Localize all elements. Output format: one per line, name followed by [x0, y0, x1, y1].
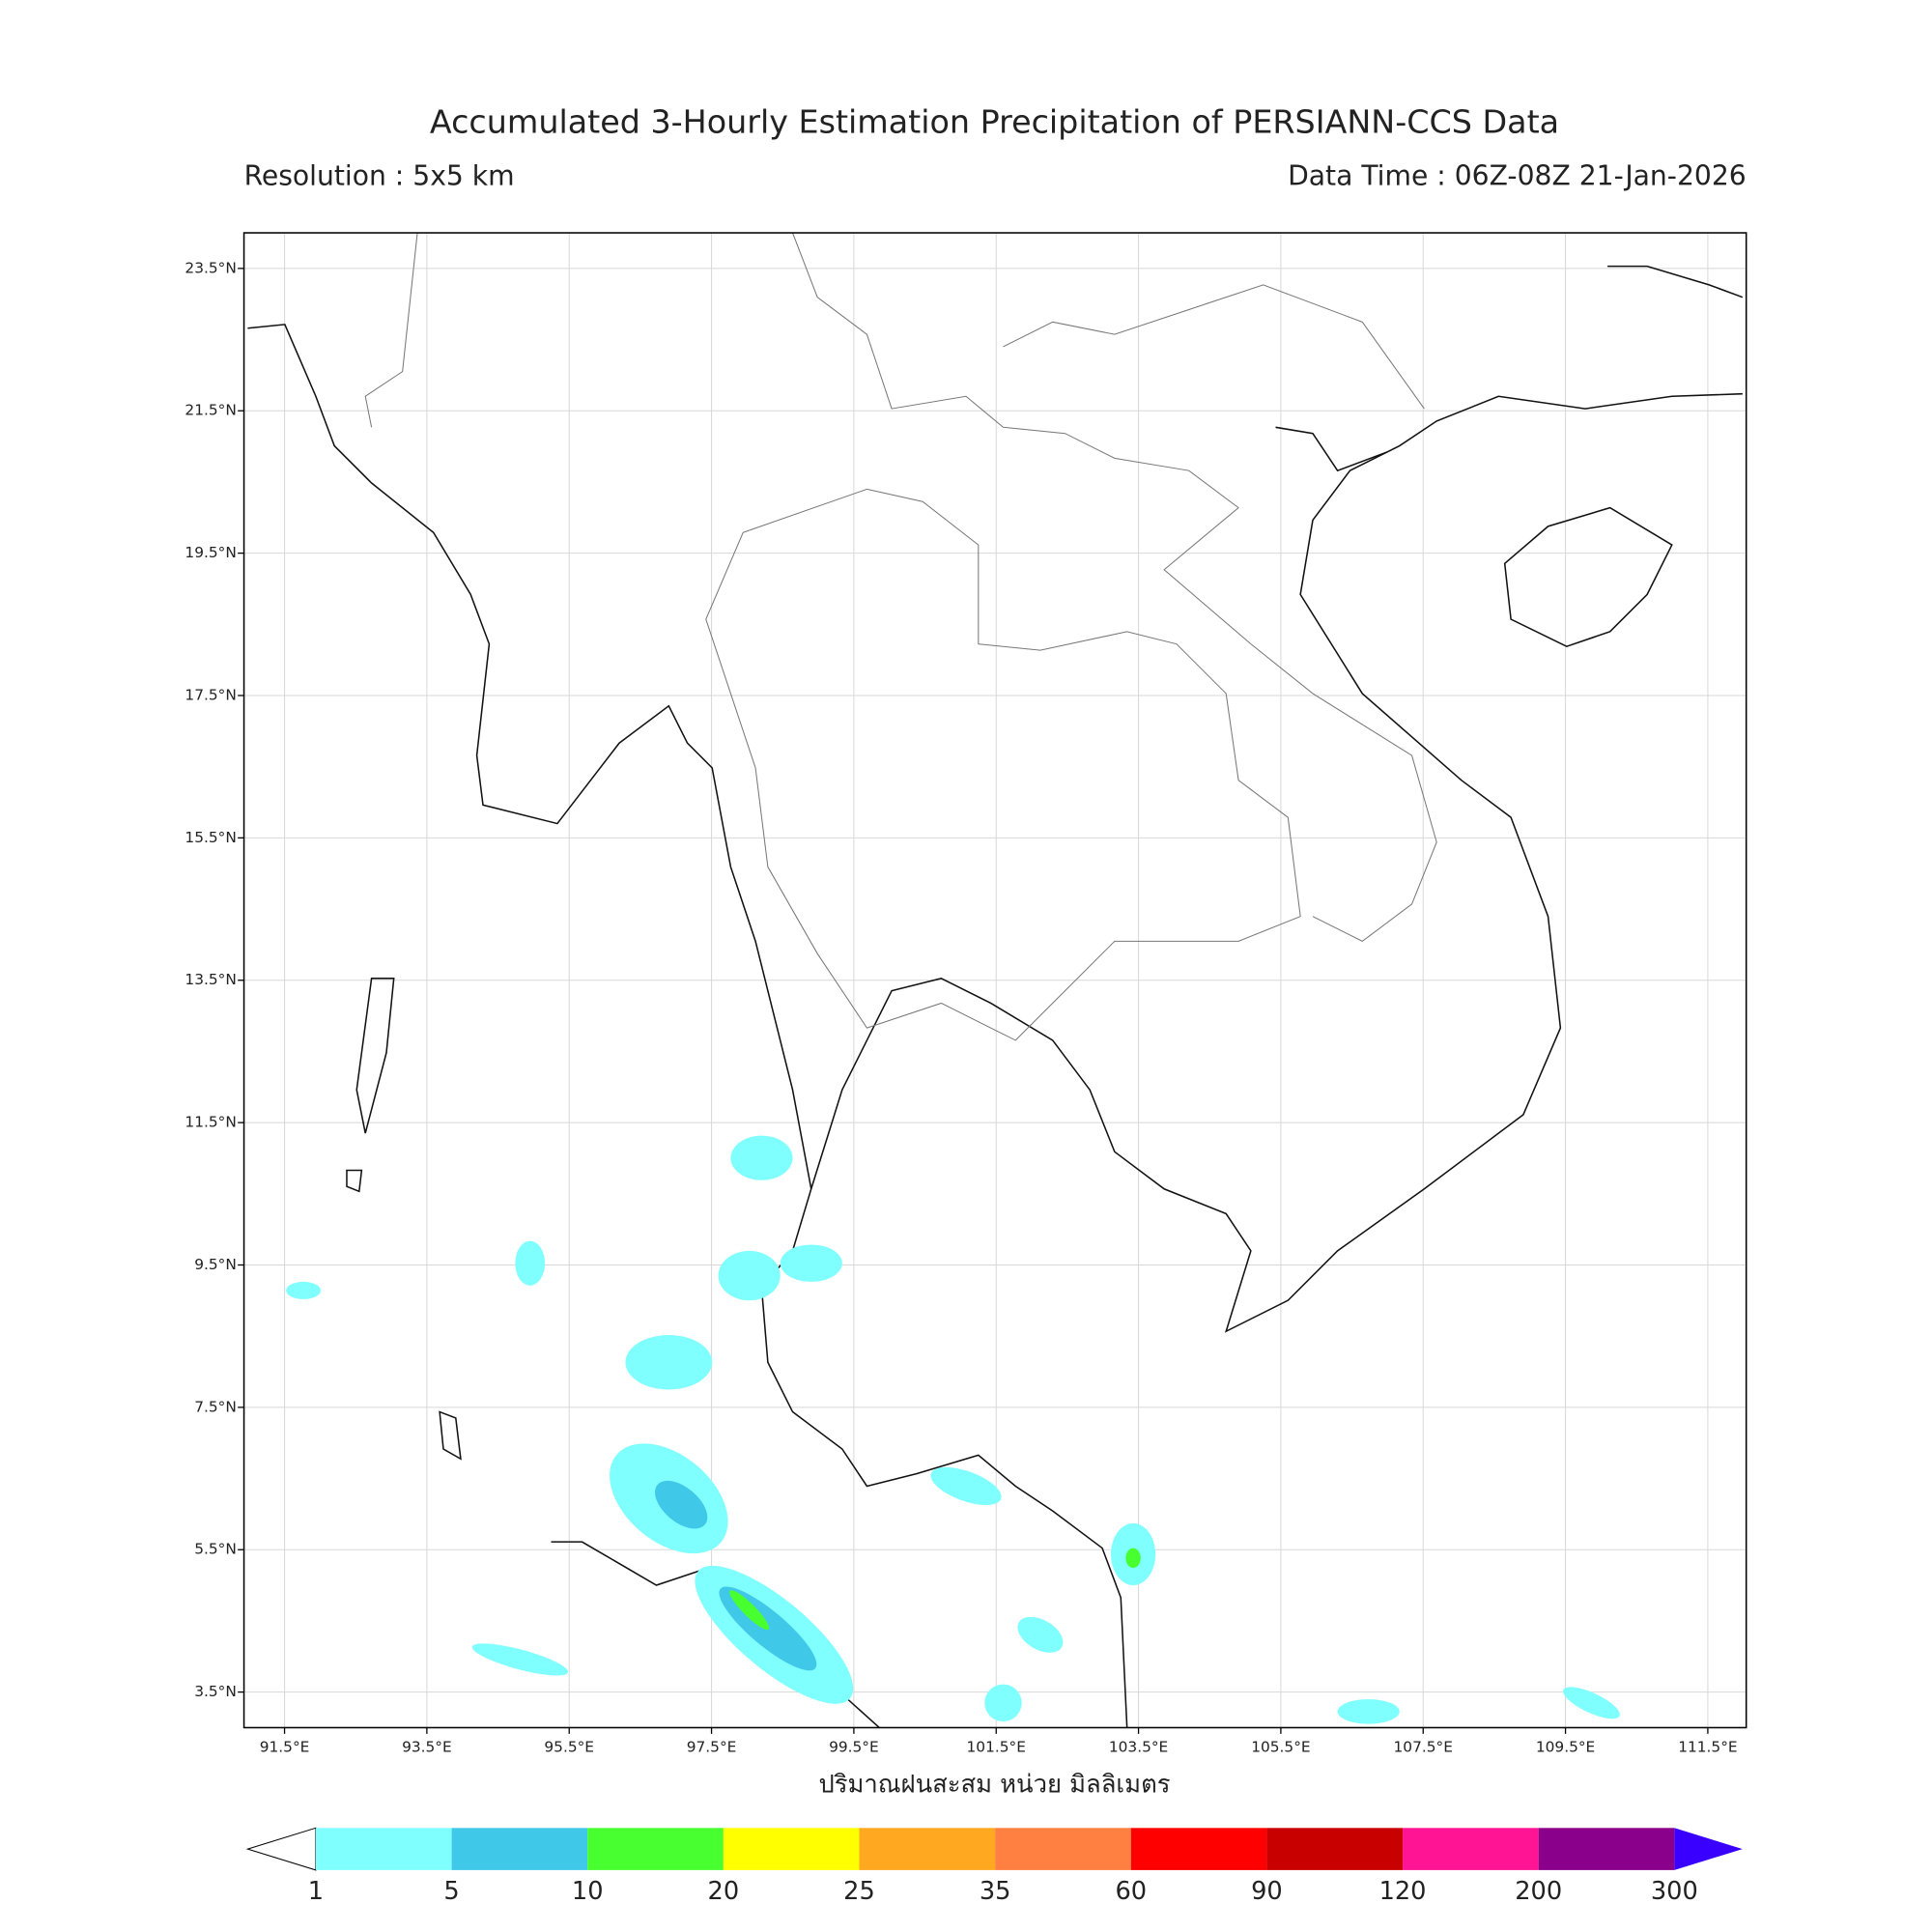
colorbar-label: 120 [1379, 1877, 1427, 1906]
colorbar-label: 1 [308, 1877, 324, 1906]
rain-area [729, 1590, 770, 1631]
colorbar-label: 10 [572, 1877, 604, 1906]
colorbar-label: 20 [708, 1877, 740, 1906]
colorbar-box [859, 1828, 996, 1870]
precipitation [286, 1135, 1620, 1724]
colorbar-label: 90 [1251, 1877, 1283, 1906]
island [346, 978, 462, 1461]
lat-tick-label: 13.5°N [185, 971, 236, 988]
colorbar-box [1130, 1828, 1267, 1870]
colorbar-box [995, 1828, 1131, 1870]
resolution: Resolution : 5x5 km [244, 159, 515, 191]
lon-tick-label: 111.5°E [1678, 1738, 1737, 1755]
rain-area [1563, 1687, 1620, 1719]
colorbar-label: 35 [980, 1877, 1011, 1906]
lon-tick-label: 103.5°E [1109, 1738, 1168, 1755]
rain-area [1017, 1616, 1064, 1653]
colorbar-under [245, 1827, 317, 1871]
lon-tick-label: 91.5°E [260, 1738, 310, 1755]
colorbar: 1 5 10 20 25 35 60 90 120 200 300 [245, 1827, 1743, 1906]
colorbar-box [451, 1828, 588, 1870]
lon-tick-label: 109.5°E [1536, 1738, 1595, 1755]
colorbar-box [315, 1828, 452, 1870]
lat-tick-label: 5.5°N [194, 1541, 237, 1558]
coastline [247, 324, 1128, 1728]
colorbar-label: 5 [443, 1877, 459, 1906]
country-border [364, 232, 1437, 942]
lon-tick-label: 93.5°E [402, 1738, 452, 1755]
lat-tick-label: 23.5°N [185, 259, 236, 276]
lat-tick-label: 19.5°N [185, 544, 236, 561]
lon-tick-label: 105.5°E [1251, 1738, 1310, 1755]
lat-tick-label: 15.5°N [185, 829, 236, 846]
lon-tick-label: 107.5°E [1394, 1738, 1453, 1755]
rain-area [1337, 1698, 1400, 1724]
colorbar-box [1266, 1828, 1404, 1870]
rain-area [286, 1281, 322, 1299]
lat-tick-label: 3.5°N [194, 1683, 237, 1700]
colorbar-label: 200 [1515, 1877, 1562, 1906]
coastline [810, 392, 1743, 1333]
colorbar-label: 60 [1115, 1877, 1147, 1906]
rain-area [930, 1466, 1002, 1506]
rain-area [515, 1240, 546, 1286]
map-frame [242, 232, 1747, 1729]
rain-area [1125, 1548, 1141, 1569]
coastline [1275, 265, 1744, 472]
lat-tick-label: 9.5°N [194, 1256, 237, 1273]
rain-area [718, 1250, 781, 1301]
rain-area [654, 1480, 708, 1529]
rain-area [984, 1684, 1022, 1722]
rain-area [471, 1643, 569, 1676]
colorbar-box [587, 1828, 724, 1870]
colorbar-over [1674, 1828, 1743, 1870]
island [1503, 506, 1673, 648]
lat-tick-label: 21.5°N [185, 402, 236, 419]
lat-tick-label: 17.5°N [185, 686, 236, 703]
lon-tick-label: 101.5°E [967, 1738, 1026, 1755]
colorbar-box [1403, 1828, 1539, 1870]
lat-tick-label: 7.5°N [194, 1398, 237, 1415]
colorbar-box [723, 1828, 860, 1870]
rain-area [625, 1335, 713, 1390]
grid: 91.5°E 93.5°E 95.5°E 97.5°E 99.5°E 101.5°E 103… [185, 233, 1747, 1755]
rain-area [730, 1135, 793, 1180]
rain-area [780, 1244, 842, 1282]
colorbar-box [1538, 1828, 1675, 1870]
lon-tick-label: 99.5°E [829, 1738, 879, 1755]
lat-tick-label: 11.5°N [185, 1114, 236, 1131]
x-axis-label: ปริมาณฝนสะสม หน่วย มิลลิเมตร [818, 1771, 1170, 1800]
lon-tick-label: 95.5°E [544, 1738, 594, 1755]
title: Accumulated 3-Hourly Estimation Precipit… [430, 103, 1559, 141]
colorbar-label: 300 [1651, 1877, 1698, 1906]
lon-tick-label: 97.5°E [687, 1738, 737, 1755]
colorbar-label: 25 [843, 1877, 875, 1906]
province-outline [705, 488, 1301, 1041]
data-time: Data Time : 06Z-08Z 21-Jan-2026 [1288, 159, 1747, 191]
